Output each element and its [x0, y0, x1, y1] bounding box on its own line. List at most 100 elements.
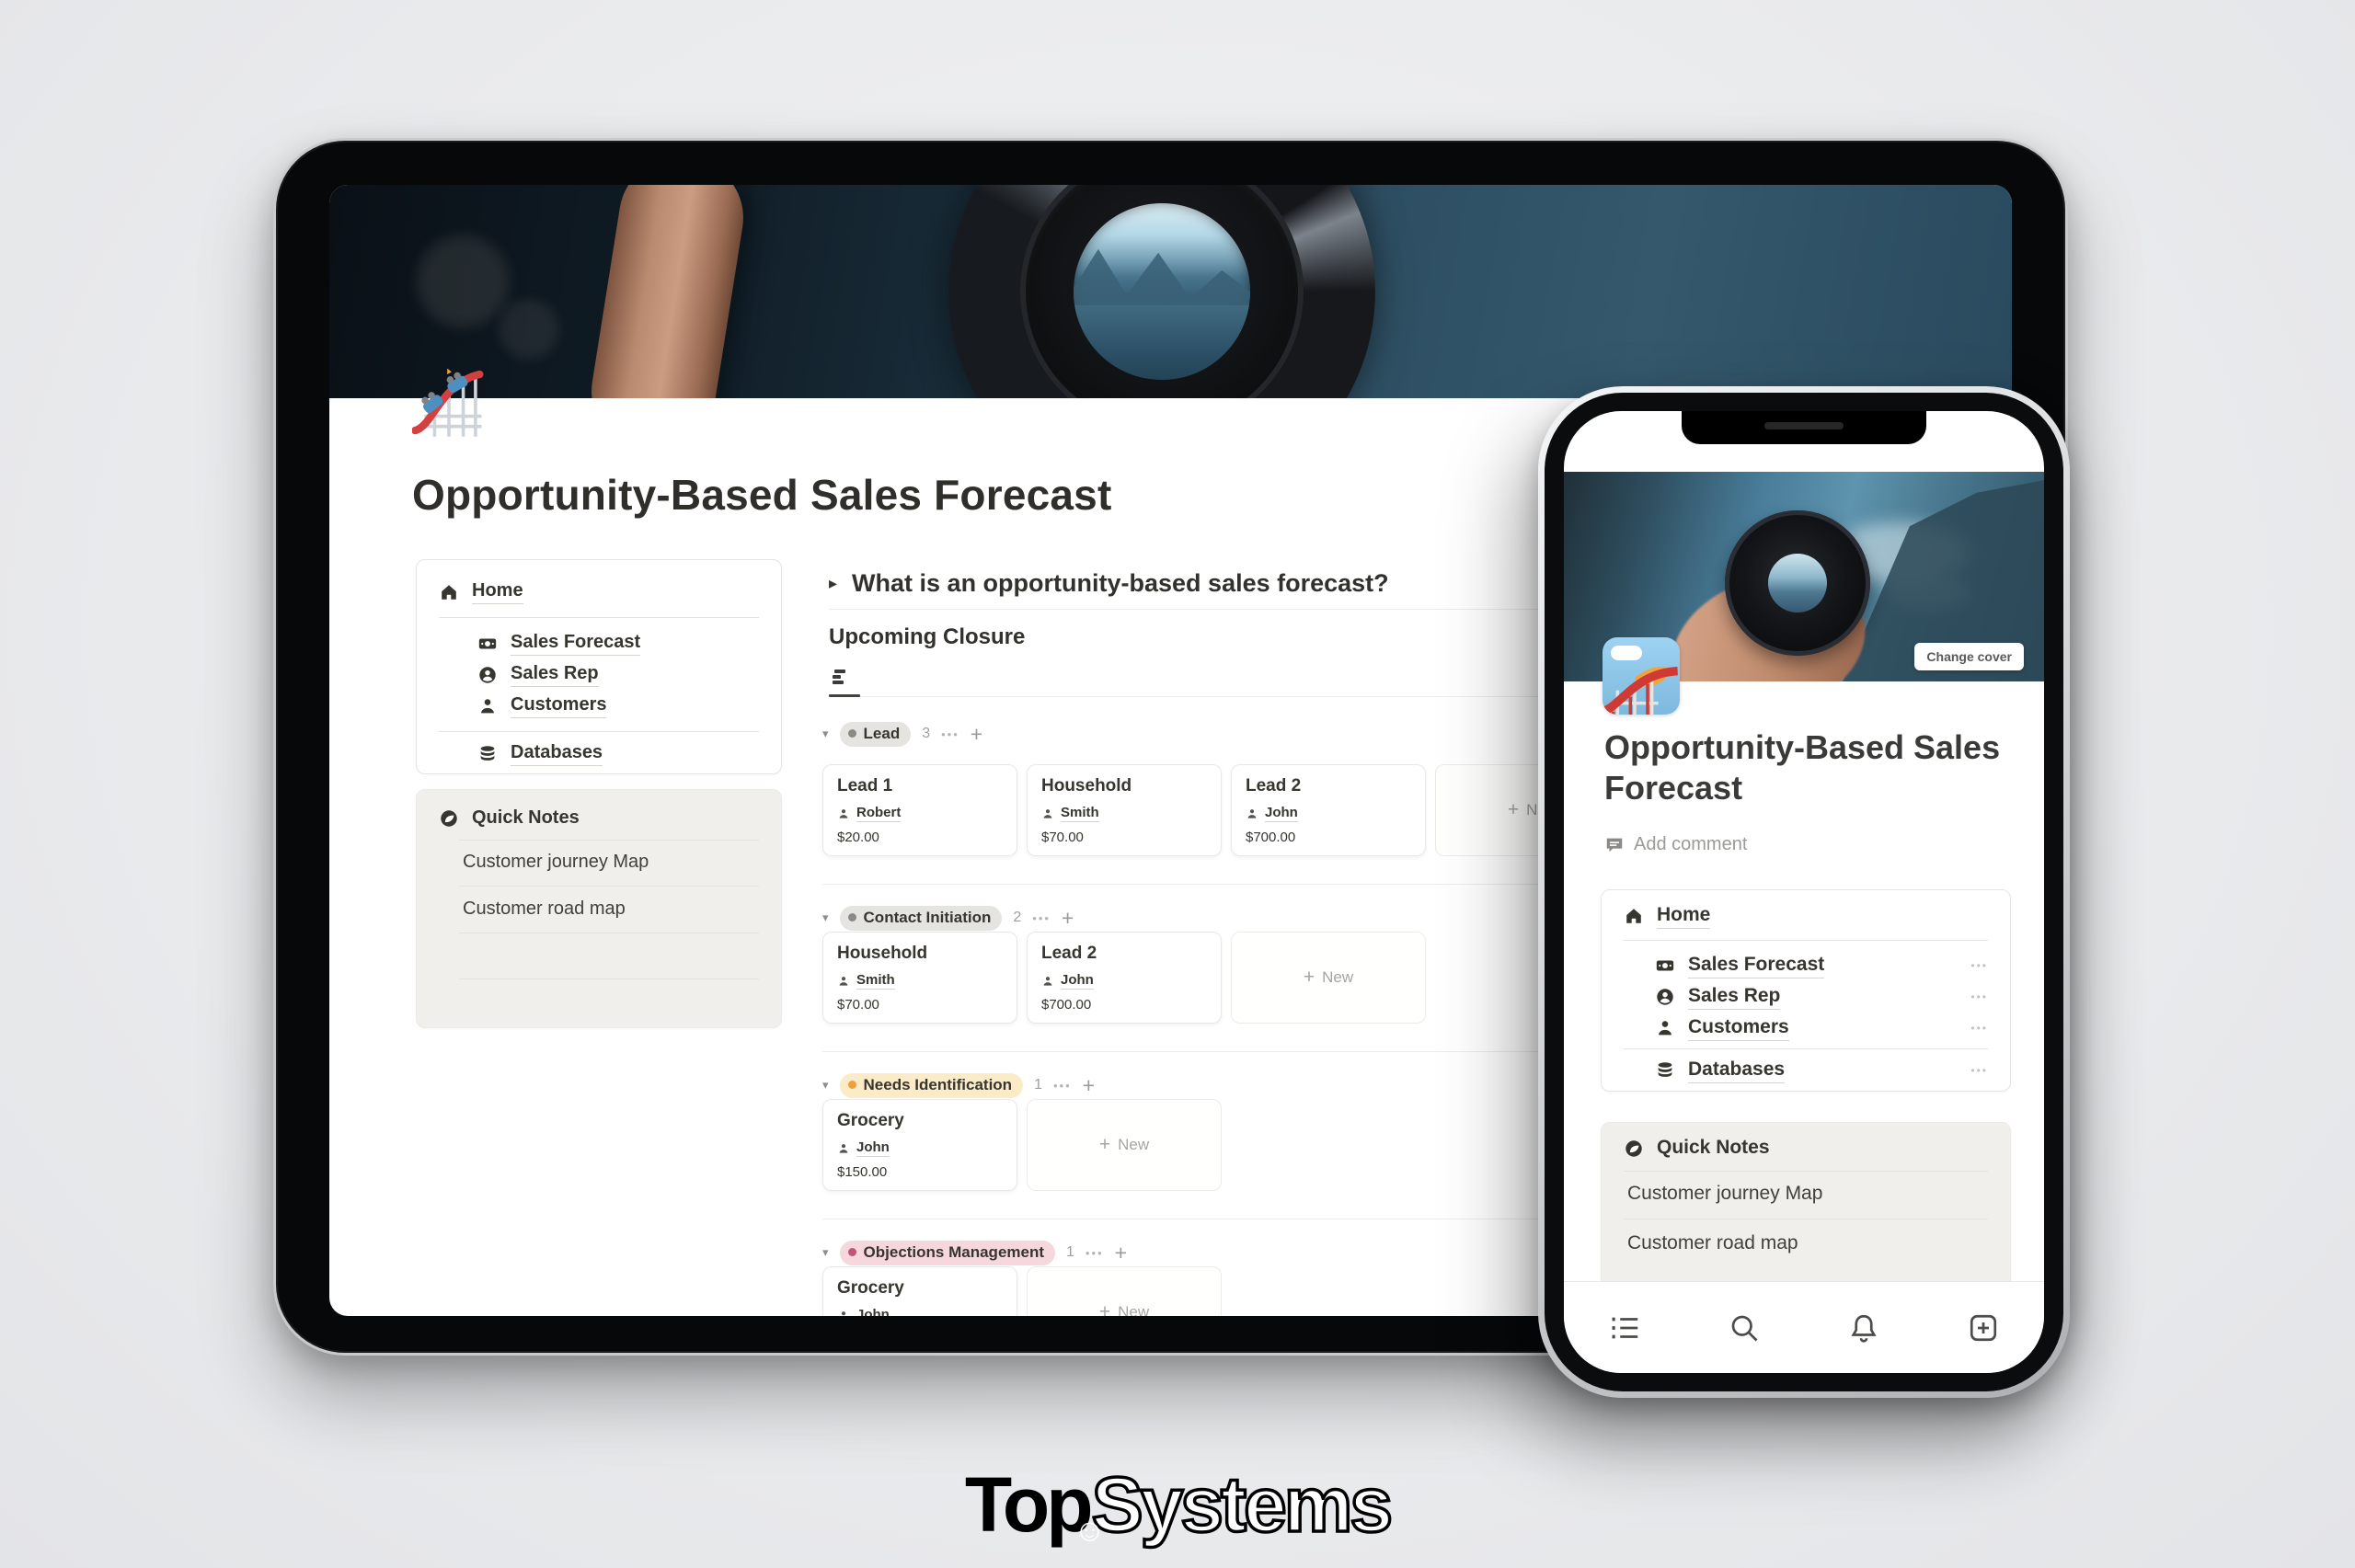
card-person[interactable]: John: [1265, 805, 1298, 822]
tablet-device-frame: Opportunity-Based Sales Forecast Home Sa…: [273, 138, 2068, 1356]
kanban-card[interactable]: Grocery John $150.00: [822, 1099, 1017, 1191]
card-amount: $700.00: [1246, 830, 1296, 845]
more-icon[interactable]: •••: [1085, 1245, 1104, 1260]
tablet-sidebar-menu: Home Sales Forecast Sales Rep Customers …: [416, 559, 782, 774]
page-icon-roller-coaster[interactable]: [1603, 637, 1680, 715]
more-icon[interactable]: •••: [941, 727, 959, 741]
group-header-contact-initiation: ▾ Contact Initiation 2 ••• +: [822, 904, 1074, 932]
toggle-down-icon[interactable]: ▾: [822, 1245, 829, 1259]
plus-icon: +: [1098, 1301, 1111, 1316]
bokeh-light: [417, 235, 509, 327]
notifications-button[interactable]: [1845, 1310, 1882, 1346]
tablet-screen: Opportunity-Based Sales Forecast Home Sa…: [329, 185, 2012, 1316]
phone-notch: [1682, 411, 1926, 444]
kanban-card[interactable]: Household Smith $70.00: [1027, 764, 1222, 856]
note-item-customer-journey-map[interactable]: Customer journey Map: [1627, 1180, 1822, 1209]
logo-top-text: Top: [964, 1461, 1094, 1548]
card-amount: $150.00: [837, 1164, 888, 1180]
sidebar-item-customers[interactable]: Customers •••: [1655, 1013, 1988, 1043]
photo-arm: [582, 185, 752, 398]
comment-bubble-icon: [1606, 838, 1623, 852]
kanban-card[interactable]: Lead 2 John $700.00: [1027, 932, 1222, 1024]
group-count: 1: [1034, 1077, 1042, 1093]
quick-notes-header[interactable]: Quick Notes: [1624, 1134, 1770, 1163]
group-badge[interactable]: Contact Initiation: [839, 905, 1003, 931]
card-person[interactable]: Smith: [856, 972, 895, 990]
add-card-icon[interactable]: +: [1082, 1072, 1096, 1097]
plus-square-icon: [1970, 1314, 1997, 1341]
new-card-button[interactable]: +New: [1027, 1266, 1222, 1316]
kanban-card[interactable]: Household Smith $70.00: [822, 932, 1017, 1024]
note-item-customer-journey-map[interactable]: Customer journey Map: [463, 849, 649, 876]
toggle-heading[interactable]: ▸ What is an opportunity-based sales for…: [829, 569, 1389, 598]
new-card-button[interactable]: +New: [1231, 932, 1426, 1024]
sidebar-item-databases[interactable]: Databases: [477, 740, 603, 768]
status-dot: [847, 1248, 856, 1256]
sidebar-item-sales-rep[interactable]: Sales Rep •••: [1655, 982, 1988, 1012]
add-card-icon[interactable]: +: [1114, 1240, 1128, 1265]
quick-notes-label: Quick Notes: [1657, 1137, 1770, 1158]
note-item-customer-road-map[interactable]: Customer road map: [463, 896, 626, 923]
sidebar-item-home[interactable]: Home: [1624, 901, 1988, 931]
toggle-down-icon[interactable]: ▾: [822, 727, 829, 740]
kanban-card[interactable]: Lead 2 John $700.00: [1231, 764, 1426, 856]
divider: [459, 840, 759, 841]
more-icon[interactable]: •••: [1970, 959, 1988, 972]
more-icon[interactable]: •••: [1970, 1064, 1988, 1077]
phone-sidebar-menu: Home Sales Forecast ••• Sales Rep ••• Cu…: [1601, 889, 2011, 1092]
person-icon: [1659, 1021, 1671, 1036]
sidebar-item-databases[interactable]: Databases •••: [1655, 1056, 1988, 1085]
toggle-right-icon[interactable]: ▸: [829, 574, 838, 592]
card-amount: $20.00: [837, 830, 879, 845]
sidebar-item-sales-forecast[interactable]: Sales Forecast •••: [1655, 951, 1988, 980]
add-comment-button[interactable]: Add comment: [1604, 834, 1747, 855]
note-label: Customer road map: [1627, 1232, 1798, 1253]
card-amount: $70.00: [837, 997, 879, 1013]
change-cover-button[interactable]: Change cover: [1914, 643, 2024, 670]
leaf-tag-icon: [1626, 1140, 1642, 1157]
more-icon[interactable]: •••: [1970, 990, 1988, 1003]
divider: [439, 617, 759, 618]
group-badge[interactable]: Objections Management: [839, 1240, 1056, 1265]
sidebar-item-sales-forecast[interactable]: Sales Forecast: [477, 630, 641, 658]
sidebar-item-customers[interactable]: Customers: [477, 692, 607, 720]
note-item-customer-road-map[interactable]: Customer road map: [1627, 1230, 1798, 1259]
add-card-icon[interactable]: +: [1061, 905, 1074, 930]
more-icon[interactable]: •••: [1032, 910, 1051, 925]
more-icon[interactable]: •••: [1052, 1078, 1072, 1093]
sidebar-item-home[interactable]: Home: [439, 578, 523, 606]
card-person[interactable]: John: [1061, 972, 1094, 990]
board-view-icon[interactable]: [832, 667, 852, 692]
sidebar-item-label: Customers: [511, 694, 607, 718]
quick-notes-header[interactable]: Quick Notes: [439, 805, 580, 832]
search-button[interactable]: [1726, 1310, 1763, 1346]
group-badge[interactable]: Lead: [839, 721, 912, 747]
card-person[interactable]: Smith: [1061, 805, 1099, 822]
new-page-button[interactable]: [1965, 1310, 2002, 1346]
card-title: Grocery: [837, 1111, 904, 1130]
card-person[interactable]: John: [856, 1139, 890, 1157]
phone-bottom-nav: [1564, 1281, 2044, 1373]
group-badge[interactable]: Needs Identification: [839, 1072, 1024, 1098]
card-person[interactable]: John: [856, 1307, 890, 1316]
kanban-card[interactable]: Grocery John: [822, 1266, 1017, 1316]
sidebar-item-label: Databases: [1688, 1059, 1786, 1083]
divider: [1624, 1048, 1988, 1049]
sidebar-item-sales-rep[interactable]: Sales Rep: [477, 661, 599, 689]
kanban-card[interactable]: Lead 1 Robert $20.00: [822, 764, 1017, 856]
card-amount: $70.00: [1041, 830, 1084, 845]
phone-quick-notes-panel: Quick Notes Customer journey Map Custome…: [1601, 1122, 2011, 1304]
banknote-icon: [1656, 960, 1674, 971]
add-card-icon[interactable]: +: [970, 721, 983, 746]
lens-landscape: [1074, 203, 1250, 380]
toggle-down-icon[interactable]: ▾: [822, 1078, 829, 1092]
page-icon-roller-coaster[interactable]: [411, 365, 486, 439]
sidebar-item-label: Home: [1657, 904, 1711, 929]
sidebar-item-label: Sales Rep: [511, 663, 599, 687]
toggle-down-icon[interactable]: ▾: [822, 910, 829, 924]
cover-photo[interactable]: [329, 185, 2012, 398]
new-card-button[interactable]: +New: [1027, 1099, 1222, 1191]
more-icon[interactable]: •••: [1970, 1022, 1988, 1035]
card-person[interactable]: Robert: [856, 805, 902, 822]
list-view-button[interactable]: [1606, 1310, 1643, 1346]
